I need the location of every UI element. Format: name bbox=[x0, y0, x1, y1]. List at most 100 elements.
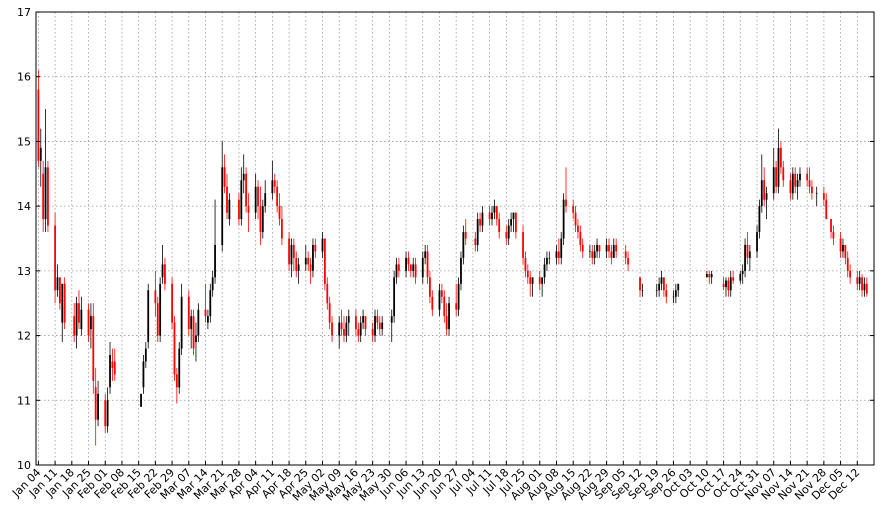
candle-body bbox=[73, 316, 76, 336]
candle-body bbox=[429, 277, 431, 297]
candle-body bbox=[228, 199, 231, 220]
candle-body bbox=[557, 251, 560, 258]
candle-body bbox=[154, 290, 157, 304]
candle-body bbox=[512, 212, 515, 220]
candle-body bbox=[660, 277, 663, 284]
candle-body bbox=[211, 277, 214, 291]
candle-body bbox=[37, 89, 40, 161]
candle-body bbox=[397, 264, 400, 271]
candle-body bbox=[58, 277, 61, 304]
candle-body bbox=[273, 180, 276, 187]
candle-body bbox=[794, 173, 797, 187]
candle-body bbox=[142, 361, 145, 388]
candle-body bbox=[464, 232, 467, 239]
candle-body bbox=[538, 277, 541, 284]
candle-body bbox=[343, 329, 345, 336]
candle-body bbox=[312, 244, 314, 271]
candle-body bbox=[87, 309, 90, 336]
candle-body bbox=[254, 186, 257, 213]
candle-body bbox=[541, 277, 544, 284]
candle-body bbox=[529, 277, 532, 284]
candle-body bbox=[526, 270, 529, 278]
y-tick-label: 10 bbox=[17, 459, 31, 472]
candle-body bbox=[292, 244, 295, 258]
candle-body bbox=[811, 186, 813, 194]
candle-body bbox=[192, 316, 195, 349]
candle-body bbox=[140, 393, 142, 407]
candle-body bbox=[164, 264, 166, 284]
candle-body bbox=[562, 199, 565, 239]
candle-body bbox=[579, 232, 582, 245]
candle-body bbox=[106, 400, 109, 427]
candle-body bbox=[796, 180, 799, 187]
candle-body bbox=[639, 277, 641, 291]
candle-body bbox=[197, 309, 200, 336]
candle-body bbox=[345, 322, 348, 336]
candle-body bbox=[722, 283, 725, 288]
candle-body bbox=[276, 186, 279, 207]
candle-body bbox=[206, 316, 209, 323]
candle-body bbox=[725, 280, 727, 288]
candle-body bbox=[173, 322, 176, 375]
candle-body bbox=[448, 303, 450, 330]
candle-body bbox=[777, 147, 780, 187]
y-tick-label: 17 bbox=[17, 6, 31, 19]
candle-body bbox=[488, 212, 491, 220]
candle-body bbox=[440, 290, 443, 297]
candle-body bbox=[825, 199, 828, 220]
candle-body bbox=[493, 206, 496, 213]
candle-body bbox=[863, 283, 866, 291]
candle-body bbox=[756, 232, 758, 252]
candle-body bbox=[381, 322, 384, 330]
candle-body bbox=[505, 232, 508, 239]
candle-body bbox=[806, 173, 809, 181]
candle-body bbox=[708, 274, 711, 278]
candle-body bbox=[47, 167, 49, 226]
candle-body bbox=[799, 173, 801, 181]
candle-body bbox=[672, 296, 675, 298]
y-tick-label: 15 bbox=[17, 135, 31, 148]
candle-body bbox=[591, 251, 594, 258]
candle-body bbox=[765, 193, 768, 200]
y-tick-label: 12 bbox=[17, 330, 31, 343]
candle-body bbox=[763, 180, 766, 200]
candle-body bbox=[190, 316, 193, 330]
candle-body bbox=[581, 244, 584, 252]
candle-body bbox=[641, 290, 644, 291]
candle-body bbox=[338, 322, 341, 336]
candle-body bbox=[147, 290, 150, 343]
candle-body bbox=[455, 303, 458, 310]
candle-body bbox=[209, 290, 212, 317]
candle-body bbox=[710, 274, 713, 278]
candle-body bbox=[144, 348, 147, 362]
candle-body bbox=[655, 290, 658, 291]
candle-body bbox=[760, 180, 763, 207]
candle-body bbox=[44, 167, 47, 220]
candle-body bbox=[830, 219, 832, 233]
candle-body bbox=[109, 354, 111, 388]
candle-body bbox=[195, 335, 197, 343]
candle-body bbox=[839, 238, 842, 252]
candle-body bbox=[378, 322, 381, 330]
candle-body bbox=[104, 400, 107, 427]
candle-body bbox=[476, 219, 479, 245]
candle-body bbox=[421, 257, 424, 278]
candle-body bbox=[560, 238, 563, 258]
candle-body bbox=[323, 238, 326, 284]
candle-body bbox=[858, 277, 861, 284]
candle-body bbox=[247, 206, 250, 213]
candle-body bbox=[775, 167, 778, 187]
candle-body bbox=[729, 277, 732, 291]
candle-body bbox=[355, 316, 357, 330]
candle-body bbox=[705, 274, 708, 278]
candle-body bbox=[574, 212, 577, 226]
candle-body bbox=[548, 257, 551, 259]
candle-body bbox=[359, 322, 362, 336]
candle-body bbox=[844, 244, 847, 258]
candle-body bbox=[264, 193, 267, 207]
candle-body bbox=[371, 329, 374, 336]
candle-body bbox=[822, 193, 825, 200]
candle-body bbox=[457, 283, 460, 310]
candle-body bbox=[395, 264, 398, 278]
candle-body bbox=[445, 316, 448, 330]
